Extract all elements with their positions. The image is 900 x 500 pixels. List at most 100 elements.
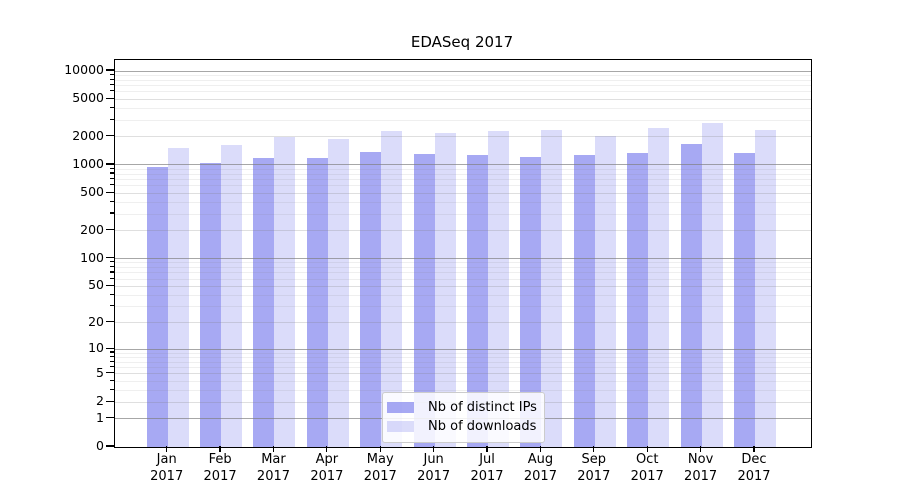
plot-area: Nb of distinct IPs Nb of downloads — [114, 59, 812, 448]
y-tick — [110, 83, 114, 86]
x-tick — [166, 446, 168, 452]
y-tick — [110, 172, 114, 174]
gridline — [115, 79, 811, 81]
gridline — [115, 306, 811, 308]
x-tick-label: Apr 2017 — [292, 452, 362, 485]
gridline — [115, 98, 811, 100]
gridline — [115, 373, 811, 375]
x-tick-label-month: Dec — [741, 452, 767, 467]
y-tick — [106, 445, 114, 447]
bar-distinct-ips — [200, 162, 222, 447]
legend-item-distinct-ips: Nb of distinct IPs — [387, 398, 537, 417]
y-tick-label: 10000 — [64, 62, 104, 77]
y-tick — [110, 106, 114, 108]
y-tick — [110, 365, 114, 368]
y-tick-label: 10 — [88, 340, 104, 356]
bar-distinct-ips — [413, 153, 435, 447]
x-tick-label: Nov 2017 — [666, 452, 736, 485]
bar-distinct-ips — [520, 156, 542, 447]
y-tick — [106, 256, 114, 259]
x-tick — [700, 446, 702, 452]
y-tick — [110, 360, 114, 362]
legend-label-distinct-ips: Nb of distinct IPs — [428, 400, 537, 415]
x-tick — [753, 446, 755, 452]
gridline — [115, 322, 811, 324]
y-tick-label: 1 — [96, 409, 104, 425]
gridline — [115, 230, 811, 231]
bar-downloads — [541, 129, 563, 447]
y-tick — [110, 167, 114, 169]
y-tick-label: 2000 — [72, 127, 104, 143]
bar-distinct-ips — [306, 157, 328, 447]
bar-distinct-ips — [146, 167, 168, 447]
x-tick-label-month: Apr — [315, 452, 339, 467]
y-tick — [110, 200, 114, 202]
x-tick-label-month: Aug — [527, 452, 554, 467]
gridline — [115, 278, 811, 280]
x-tick-label-month: Jun — [423, 452, 444, 467]
gridline — [115, 85, 811, 87]
x-tick-label-year: 2017 — [577, 468, 611, 484]
x-tick — [646, 446, 648, 452]
y-tick — [106, 321, 114, 323]
y-tick — [106, 347, 114, 349]
y-tick — [106, 284, 114, 287]
y-tick — [110, 277, 114, 279]
gridline — [115, 168, 811, 170]
bar-downloads — [434, 132, 456, 447]
x-tick-label-month: May — [366, 452, 394, 467]
bar-downloads — [754, 130, 776, 447]
x-tick-label: Feb 2017 — [185, 452, 255, 485]
x-tick-label-year: 2017 — [310, 468, 344, 484]
y-tick — [106, 417, 114, 419]
x-tick — [219, 446, 221, 452]
x-tick — [593, 446, 595, 452]
y-tick — [110, 212, 114, 214]
x-tick — [326, 446, 328, 452]
gridline — [115, 267, 811, 269]
y-tick — [110, 266, 114, 268]
y-tick — [110, 305, 114, 307]
bar-downloads — [488, 130, 510, 447]
x-tick-label: Sep 2017 — [559, 452, 629, 485]
gridline — [115, 213, 811, 215]
y-tick — [106, 228, 114, 231]
x-tick-label: Dec 2017 — [719, 452, 789, 485]
y-tick — [110, 73, 114, 75]
bar-distinct-ips — [680, 143, 702, 447]
gridline — [115, 272, 811, 274]
x-tick-label-month: Sep — [581, 452, 607, 467]
bar-downloads — [701, 122, 723, 447]
y-tick-label: 500 — [80, 184, 104, 200]
x-tick-label-year: 2017 — [363, 468, 397, 484]
gridline — [115, 74, 811, 76]
bar-downloads — [221, 144, 243, 447]
y-tick — [110, 379, 114, 381]
y-tick-label: 50 — [88, 277, 104, 293]
y-tick — [110, 78, 114, 80]
y-tick — [106, 400, 114, 402]
x-tick-label-year: 2017 — [417, 468, 451, 484]
gridline — [115, 192, 811, 194]
y-tick-label: 2 — [96, 393, 104, 409]
x-tick — [433, 446, 435, 452]
x-tick-label-month: Oct — [635, 452, 659, 467]
gridline — [115, 294, 811, 296]
x-tick-label-year: 2017 — [150, 468, 184, 484]
bars-layer — [115, 60, 811, 447]
grid-layer — [115, 60, 811, 447]
x-tick-label: Jun 2017 — [399, 452, 469, 485]
bar-distinct-ips — [627, 153, 649, 447]
bar-distinct-ips — [733, 153, 755, 447]
gridline — [115, 285, 811, 287]
gridline — [115, 119, 811, 121]
y-tick-label: 1000 — [72, 155, 104, 171]
legend-swatch-downloads-icon — [387, 421, 414, 432]
gridline — [115, 179, 811, 180]
x-tick-label: Aug 2017 — [505, 452, 575, 485]
bar-distinct-ips — [467, 154, 489, 447]
y-tick-label: 0 — [96, 438, 104, 453]
y-tick — [110, 261, 114, 263]
gridline — [115, 352, 811, 354]
